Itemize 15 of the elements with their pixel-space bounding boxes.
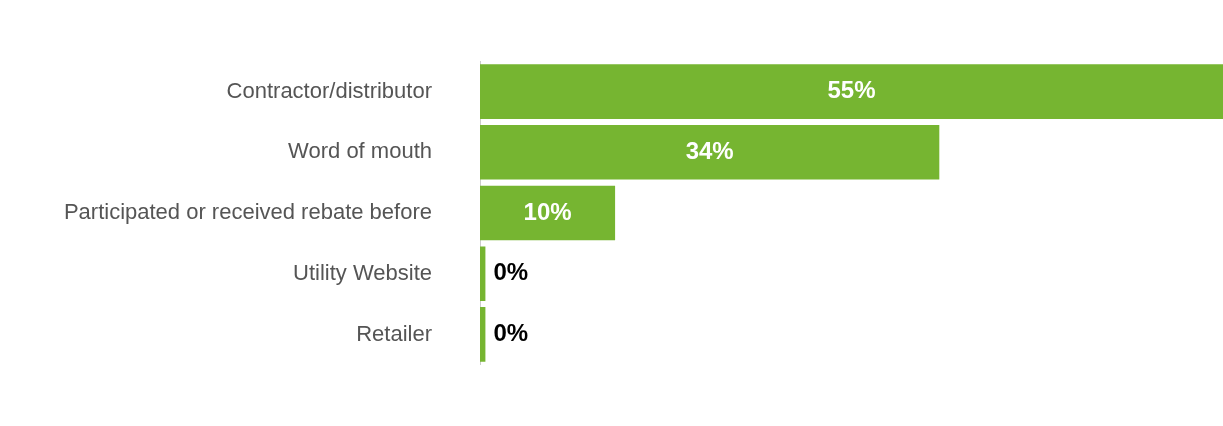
y-tick-label: Participated or received rebate before xyxy=(63,199,432,225)
data-label: 0% xyxy=(493,258,529,286)
data-label: 55% xyxy=(827,76,876,104)
y-tick-label: Contractor/distributor xyxy=(226,77,432,103)
y-tick-label: Utility Website xyxy=(293,259,432,285)
y-tick-label: Word of mouth xyxy=(288,138,432,164)
bar xyxy=(480,185,616,241)
y-tick-label: Retailer xyxy=(356,320,432,346)
bar xyxy=(480,307,486,362)
data-label: 10% xyxy=(523,197,572,225)
bar xyxy=(480,64,1223,119)
bar xyxy=(480,124,940,180)
data-label: 34% xyxy=(685,136,734,164)
data-label: 0% xyxy=(493,319,529,347)
bar xyxy=(480,246,486,302)
